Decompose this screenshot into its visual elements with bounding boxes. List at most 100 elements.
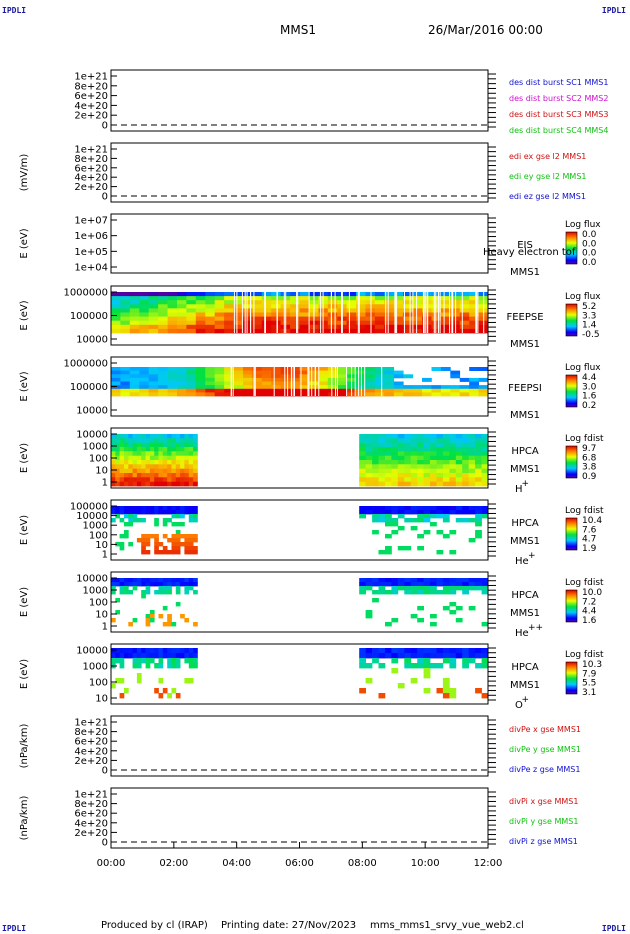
spectrogram-cell [171,658,177,664]
spectrogram-cell [214,370,225,375]
spectrogram-cell [141,473,146,478]
spectrogram-cell [299,381,310,386]
spectrogram-cell [449,648,457,654]
spectrogram-cell [252,367,263,371]
spectrogram-cell [280,377,291,382]
spectrogram-cell [423,688,431,694]
spectrogram-cell [148,385,159,390]
spectrogram-cell [346,308,357,313]
spectrogram-cell [119,447,125,452]
spectrogram-cell [423,653,431,659]
spectrogram-cell [410,477,418,482]
spectrogram-cell [111,590,116,595]
data-gap-line [364,367,366,396]
spectrogram-cell [378,460,386,465]
panel-edi-legend-entry: edi ex gse l2 MMS1 [509,152,586,161]
spectrogram-cell [188,455,194,461]
spectrogram-cell [111,304,121,309]
spectrogram-cell [365,460,373,465]
spectrogram-cell [365,296,376,301]
spectrogram-cell [436,582,444,587]
spectrogram-cell [149,460,155,465]
spectrogram-cell [141,481,146,487]
spectrogram-cell [136,460,142,465]
spectrogram-cell [132,663,138,669]
spectrogram-cell [374,296,385,301]
spectrogram-cell [171,546,177,551]
panel-feepsi-cbar-tick: 4.4 [582,373,597,383]
spectrogram-cell [430,514,437,519]
spectrogram-cell [233,388,244,393]
spectrogram-cell [468,510,476,515]
spectrogram-cell [148,374,159,379]
spectrogram-cell [149,582,155,587]
spectrogram-cell [132,582,138,587]
panel-hpca_he-y-label: E (eV) [19,515,30,545]
data-gap-line [253,292,255,333]
spectrogram-cell [158,477,164,482]
spectrogram-cell [167,438,172,443]
spectrogram-cell [481,663,489,669]
spectrogram-cell [124,468,129,474]
panel-hpca_hepp-y-tick-label: 10 [95,610,108,621]
spectrogram-cell [365,434,373,439]
spectrogram-cell [417,582,424,587]
panel-eis-y-tick-label: 1e+07 [74,216,108,227]
spectrogram-cell [378,648,386,654]
spectrogram-cell [154,442,159,448]
spectrogram-cell [430,663,437,669]
spectrogram-cell [193,481,198,487]
spectrogram-cell [158,320,168,326]
spectrogram-cell [171,648,177,654]
spectrogram-cell [469,312,479,317]
data-gap-line [254,367,256,396]
spectrogram-cell [120,367,131,371]
spectrogram-cell [180,447,185,452]
spectrogram-cell [186,324,197,330]
spectrogram-cell [120,308,131,313]
panel-hpca_hepp-y-tick-label: 100 [89,598,108,609]
spectrogram-cell [308,377,319,382]
spectrogram-cell [475,464,482,469]
panel-hpca_hepp-cbar-tick: 1.6 [582,616,597,626]
spectrogram-cell [184,510,190,515]
spectrogram-cell [385,622,392,627]
spectrogram-cell [423,442,431,448]
spectrogram-cell [404,477,412,482]
spectrogram-cell [175,451,181,456]
spectrogram-cell [136,648,142,654]
spectrogram-cell [423,590,431,595]
spectrogram-cell [397,438,405,443]
spectrogram-cell [468,447,476,452]
panel-divpe-y-tick-label: 0 [102,766,108,777]
spectrogram-cell [124,506,129,511]
spectrogram-cell [455,468,463,474]
spectrogram-cell [145,434,151,439]
spectrogram-cell [468,460,476,465]
spectrogram-cell [252,385,263,390]
spectrogram-cell [124,438,129,443]
spectrogram-cell [224,328,234,334]
spectrogram-cell [384,324,395,330]
spectrogram-cell [132,658,138,664]
spectrogram-cell [148,370,159,375]
spectrogram-cell [111,586,116,591]
spectrogram-cell [455,653,463,659]
spectrogram-cell [149,534,155,539]
spectrogram-cell [158,392,168,397]
spectrogram-cell [128,447,133,452]
panel-hpca_he-y-tick-label: 1000 [83,521,108,532]
spectrogram-cell [233,367,244,371]
spectrogram-cell [188,434,194,439]
spectrogram-cell [423,668,431,674]
spectrogram-cell [158,578,164,583]
spectrogram-cell [327,312,338,317]
spectrogram-cell [423,510,431,515]
spectrogram-cell [171,460,177,465]
spectrogram-cell [372,477,379,482]
spectrogram-cell [141,653,146,659]
spectrogram-cell [261,324,272,330]
data-gap-line [276,292,278,333]
spectrogram-cell [180,460,185,465]
data-gap-line [318,367,320,396]
